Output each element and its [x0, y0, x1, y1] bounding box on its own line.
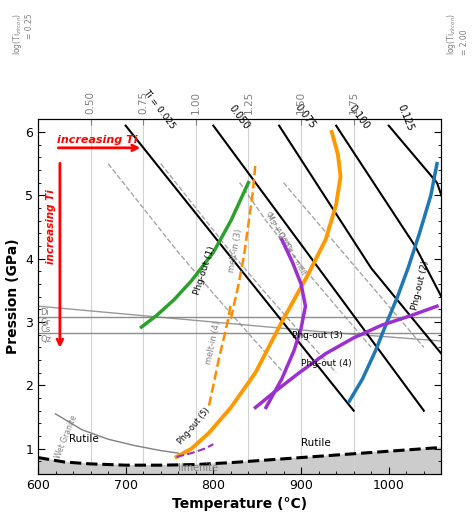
Text: Wet Granite: Wet Granite — [54, 414, 79, 460]
Text: Ilmenite: Ilmenite — [178, 463, 219, 473]
Text: Phg-out (3): Phg-out (3) — [292, 331, 343, 340]
Y-axis label: Pression (GPa): Pression (GPa) — [6, 239, 19, 355]
Text: Ms + Qz/Cs: Ms + Qz/Cs — [264, 212, 294, 254]
Text: Cs: Cs — [41, 325, 51, 334]
Text: 0.125: 0.125 — [396, 103, 415, 133]
Text: Di: Di — [41, 308, 49, 317]
Text: Phg-out (4): Phg-out (4) — [301, 359, 352, 368]
Text: Rutile: Rutile — [301, 437, 331, 448]
Text: 0.050: 0.050 — [227, 103, 251, 131]
Text: increasing Ti: increasing Ti — [57, 135, 138, 145]
Text: Or + Al2O5Si + melt: Or + Al2O5Si + melt — [264, 210, 306, 276]
Text: 0.100: 0.100 — [346, 103, 371, 131]
Text: log(Ti$_{zircon}$)
= 2.00: log(Ti$_{zircon}$) = 2.00 — [446, 13, 469, 55]
Text: 0.075: 0.075 — [292, 103, 317, 131]
X-axis label: Temperature (°C): Temperature (°C) — [172, 497, 307, 511]
Text: increasing Ti: increasing Ti — [46, 190, 56, 264]
Text: melt-in (3): melt-in (3) — [228, 228, 244, 273]
Text: Phg-out (2): Phg-out (2) — [410, 260, 431, 311]
Text: Phg-out (5): Phg-out (5) — [176, 405, 212, 446]
Text: Ti = 0.025: Ti = 0.025 — [141, 88, 177, 131]
Text: Gr: Gr — [41, 317, 51, 327]
Text: log(Ti$_{zircon}$)
= 0.25: log(Ti$_{zircon}$) = 0.25 — [10, 13, 34, 55]
Text: melt-in (4): melt-in (4) — [205, 320, 223, 365]
Text: Rutile: Rutile — [69, 434, 99, 444]
Text: Phg-out (1): Phg-out (1) — [192, 245, 217, 296]
Text: Qz: Qz — [41, 334, 52, 344]
